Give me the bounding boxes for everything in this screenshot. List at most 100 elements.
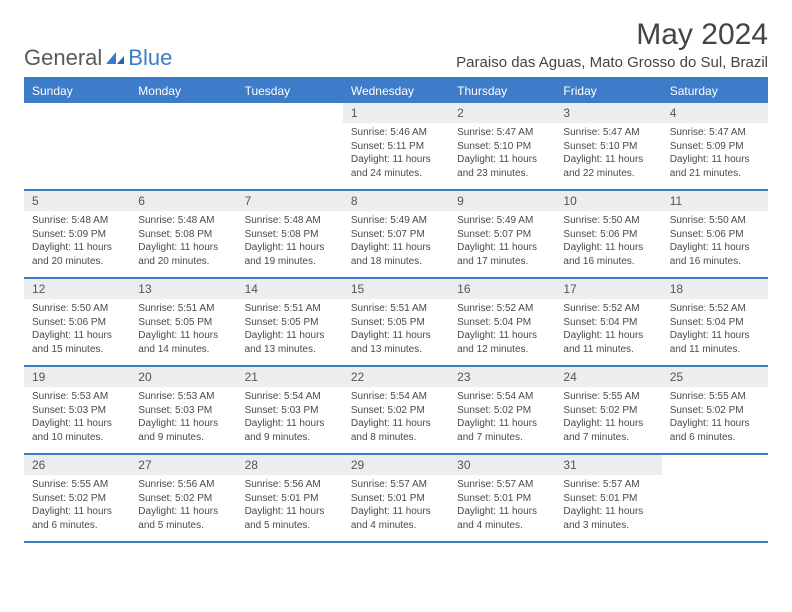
sunrise-text: Sunrise: 5:52 AM <box>457 302 547 316</box>
sunset-text: Sunset: 5:10 PM <box>563 140 653 154</box>
sunset-text: Sunset: 5:01 PM <box>457 492 547 506</box>
sunrise-text: Sunrise: 5:48 AM <box>138 214 228 228</box>
cell-body: Sunrise: 5:57 AMSunset: 5:01 PMDaylight:… <box>343 475 449 538</box>
daylight-text: Daylight: 11 hours and 21 minutes. <box>670 153 760 180</box>
daylight-text: Daylight: 11 hours and 19 minutes. <box>245 241 335 268</box>
day-number: 8 <box>343 191 449 211</box>
calendar-cell: 8Sunrise: 5:49 AMSunset: 5:07 PMDaylight… <box>343 191 449 277</box>
sunset-text: Sunset: 5:07 PM <box>351 228 441 242</box>
day-number: 5 <box>24 191 130 211</box>
calendar-cell: 13 Sunrise: 5:51 AMSunset: 5:05 PMDayligh… <box>130 279 236 365</box>
sunset-text: Sunset: 5:02 PM <box>138 492 228 506</box>
sunrise-text: Sunrise: 5:47 AM <box>563 126 653 140</box>
location-text: Paraiso das Aguas, Mato Grosso do Sul, B… <box>456 54 768 71</box>
sunset-text: Sunset: 5:10 PM <box>457 140 547 154</box>
sunset-text: Sunset: 5:02 PM <box>351 404 441 418</box>
sunset-text: Sunset: 5:08 PM <box>138 228 228 242</box>
calendar-cell: 28Sunrise: 5:56 AMSunset: 5:01 PMDayligh… <box>237 455 343 541</box>
day-number: 26 <box>24 455 130 475</box>
sunset-text: Sunset: 5:02 PM <box>670 404 760 418</box>
daylight-text: Daylight: 11 hours and 11 minutes. <box>563 329 653 356</box>
brand-word1: General <box>24 45 102 71</box>
sunrise-text: Sunrise: 5:47 AM <box>670 126 760 140</box>
day-number: 7 <box>237 191 343 211</box>
calendar-cell: 7Sunrise: 5:48 AMSunset: 5:08 PMDaylight… <box>237 191 343 277</box>
sunrise-text: Sunrise: 5:55 AM <box>563 390 653 404</box>
cell-body: Sunrise: 5:53 AMSunset: 5:03 PMDaylight:… <box>24 387 130 450</box>
sunrise-text: Sunrise: 5:54 AM <box>245 390 335 404</box>
sunrise-text: Sunrise: 5:52 AM <box>670 302 760 316</box>
sunset-text: Sunset: 5:06 PM <box>563 228 653 242</box>
sunset-text: Sunset: 5:08 PM <box>245 228 335 242</box>
calendar-cell: 3Sunrise: 5:47 AMSunset: 5:10 PMDaylight… <box>555 103 661 189</box>
cell-body: Sunrise: 5:48 AMSunset: 5:09 PMDaylight:… <box>24 211 130 274</box>
day-number: 25 <box>662 367 768 387</box>
day-header: Wednesday <box>343 79 449 103</box>
calendar-week: 26Sunrise: 5:55 AMSunset: 5:02 PMDayligh… <box>24 455 768 543</box>
daylight-text: Daylight: 11 hours and 4 minutes. <box>351 505 441 532</box>
calendar-cell <box>24 103 130 189</box>
daylight-text: Daylight: 11 hours and 6 minutes. <box>32 505 122 532</box>
calendar-cell: 6Sunrise: 5:48 AMSunset: 5:08 PMDaylight… <box>130 191 236 277</box>
daylight-text: Daylight: 11 hours and 11 minutes. <box>670 329 760 356</box>
daylight-text: Daylight: 11 hours and 20 minutes. <box>138 241 228 268</box>
cell-body: Sunrise: 5:47 AMSunset: 5:10 PMDaylight:… <box>449 123 555 186</box>
calendar-cell <box>662 455 768 541</box>
calendar-week: 19Sunrise: 5:53 AMSunset: 5:03 PMDayligh… <box>24 367 768 455</box>
sunset-text: Sunset: 5:09 PM <box>670 140 760 154</box>
sunset-text: Sunset: 5:05 PM <box>245 316 335 330</box>
sunrise-text: Sunrise: 5:56 AM <box>138 478 228 492</box>
day-number: 20 <box>130 367 236 387</box>
sunrise-text: Sunrise: 5:57 AM <box>351 478 441 492</box>
sunset-text: Sunset: 5:05 PM <box>138 316 228 330</box>
cell-body: Sunrise: 5:55 AMSunset: 5:02 PMDaylight:… <box>662 387 768 450</box>
day-header: Monday <box>130 79 236 103</box>
cell-body: Sunrise: 5:48 AMSunset: 5:08 PMDaylight:… <box>130 211 236 274</box>
cell-body: Sunrise: 5:55 AMSunset: 5:02 PMDaylight:… <box>24 475 130 538</box>
daylight-text: Daylight: 11 hours and 9 minutes. <box>245 417 335 444</box>
day-number: 13 <box>130 279 236 299</box>
day-number: 24 <box>555 367 661 387</box>
sunrise-text: Sunrise: 5:51 AM <box>138 302 228 316</box>
day-number <box>662 455 768 475</box>
daylight-text: Daylight: 11 hours and 17 minutes. <box>457 241 547 268</box>
cell-body: Sunrise: 5:51 AMSunset: 5:05 PMDaylight:… <box>343 299 449 362</box>
sunset-text: Sunset: 5:03 PM <box>138 404 228 418</box>
sunrise-text: Sunrise: 5:49 AM <box>457 214 547 228</box>
cell-body: Sunrise: 5:50 AMSunset: 5:06 PMDaylight:… <box>24 299 130 362</box>
day-number: 16 <box>449 279 555 299</box>
calendar-cell: 17Sunrise: 5:52 AMSunset: 5:04 PMDayligh… <box>555 279 661 365</box>
calendar-week: 5Sunrise: 5:48 AMSunset: 5:09 PMDaylight… <box>24 191 768 279</box>
calendar-cell <box>237 103 343 189</box>
daylight-text: Daylight: 11 hours and 14 minutes. <box>138 329 228 356</box>
sunset-text: Sunset: 5:01 PM <box>563 492 653 506</box>
cell-body: Sunrise: 5:54 AMSunset: 5:03 PMDaylight:… <box>237 387 343 450</box>
cell-body: Sunrise: 5:54 AMSunset: 5:02 PMDaylight:… <box>449 387 555 450</box>
calendar-cell: 2Sunrise: 5:47 AMSunset: 5:10 PMDaylight… <box>449 103 555 189</box>
daylight-text: Daylight: 11 hours and 16 minutes. <box>563 241 653 268</box>
sunset-text: Sunset: 5:07 PM <box>457 228 547 242</box>
calendar-cell: 27Sunrise: 5:56 AMSunset: 5:02 PMDayligh… <box>130 455 236 541</box>
sunrise-text: Sunrise: 5:56 AM <box>245 478 335 492</box>
sunset-text: Sunset: 5:03 PM <box>245 404 335 418</box>
brand-word2: Blue <box>128 45 172 71</box>
calendar-cell: 24Sunrise: 5:55 AMSunset: 5:02 PMDayligh… <box>555 367 661 453</box>
cell-body: Sunrise: 5:56 AMSunset: 5:01 PMDaylight:… <box>237 475 343 538</box>
day-number <box>130 103 236 123</box>
cell-body: Sunrise: 5:50 AMSunset: 5:06 PMDaylight:… <box>662 211 768 274</box>
cell-body: Sunrise: 5:49 AMSunset: 5:07 PMDaylight:… <box>449 211 555 274</box>
sunrise-text: Sunrise: 5:50 AM <box>32 302 122 316</box>
calendar-cell: 18Sunrise: 5:52 AMSunset: 5:04 PMDayligh… <box>662 279 768 365</box>
calendar-cell: 22Sunrise: 5:54 AMSunset: 5:02 PMDayligh… <box>343 367 449 453</box>
daylight-text: Daylight: 11 hours and 10 minutes. <box>32 417 122 444</box>
daylight-text: Daylight: 11 hours and 7 minutes. <box>457 417 547 444</box>
calendar-cell: 21Sunrise: 5:54 AMSunset: 5:03 PMDayligh… <box>237 367 343 453</box>
day-header: Friday <box>555 79 661 103</box>
day-number: 12 <box>24 279 130 299</box>
daylight-text: Daylight: 11 hours and 22 minutes. <box>563 153 653 180</box>
daylight-text: Daylight: 11 hours and 18 minutes. <box>351 241 441 268</box>
sunrise-text: Sunrise: 5:51 AM <box>351 302 441 316</box>
day-number: 6 <box>130 191 236 211</box>
daylight-text: Daylight: 11 hours and 13 minutes. <box>351 329 441 356</box>
daylight-text: Daylight: 11 hours and 7 minutes. <box>563 417 653 444</box>
